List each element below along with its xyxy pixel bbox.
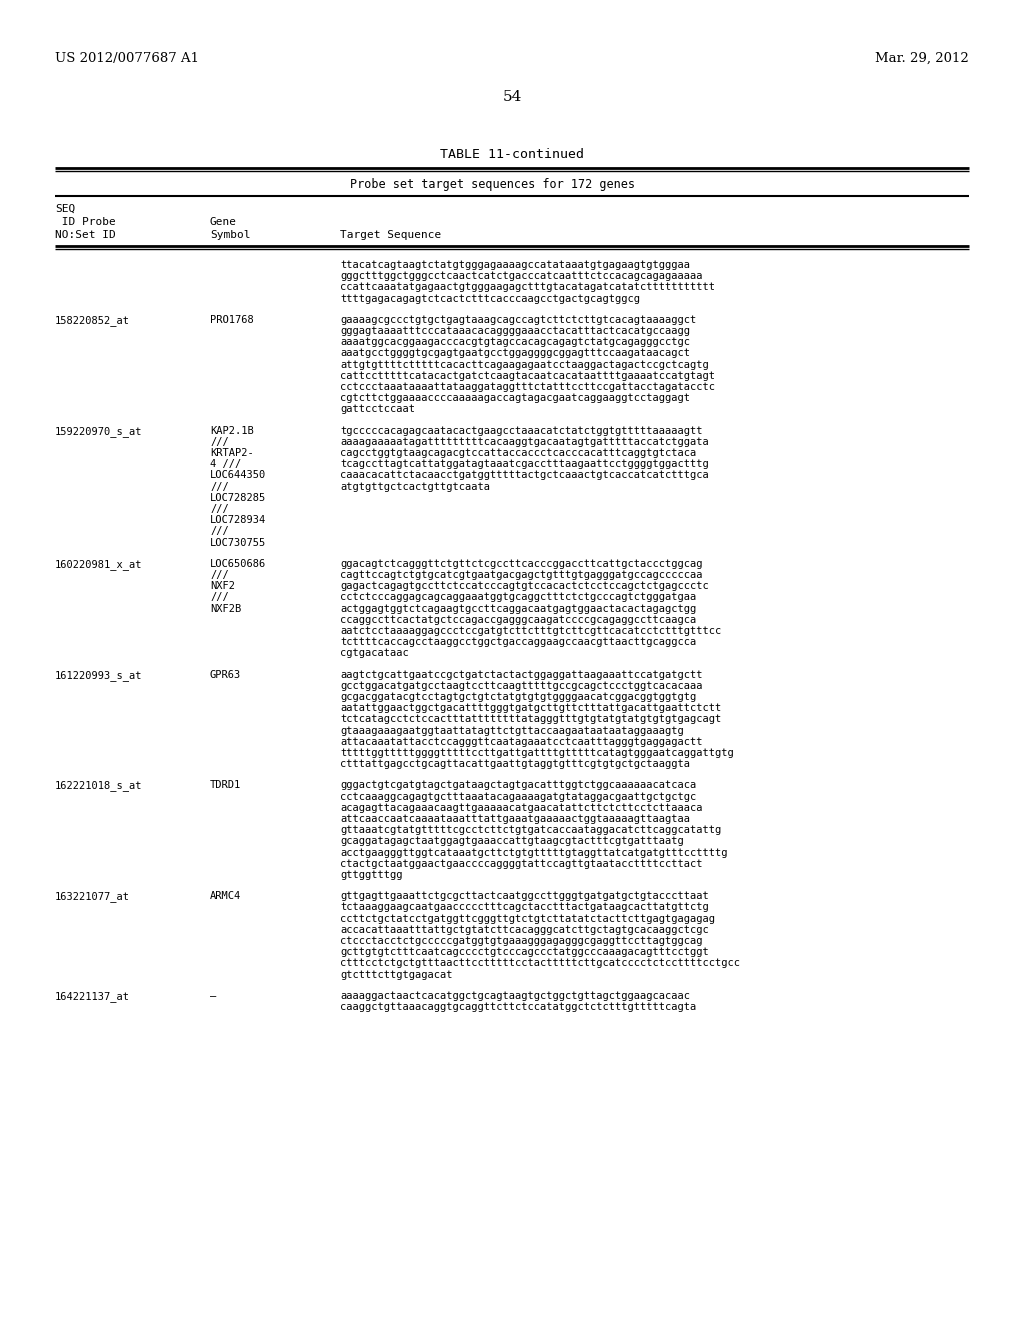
Text: tctaaaggaagcaatgaaccccctttcagctacctttactgataagcacttatgttctg: tctaaaggaagcaatgaaccccctttcagctacctttact… [340, 903, 709, 912]
Text: attgtgttttctttttcacacttcagaagagaatcctaaggactagactccgctcagtg: attgtgttttctttttcacacttcagaagagaatcctaag… [340, 359, 709, 370]
Text: US 2012/0077687 A1: US 2012/0077687 A1 [55, 51, 199, 65]
Text: aaaatggcacggaagacccacgtgtagccacagcagagtctatgcagagggcctgc: aaaatggcacggaagacccacgtgtagccacagcagagtc… [340, 337, 690, 347]
Text: Mar. 29, 2012: Mar. 29, 2012 [876, 51, 969, 65]
Text: attacaaatattacctccagggttcaatagaaatcctcaatttagggtgaggagactt: attacaaatattacctccagggttcaatagaaatcctcaa… [340, 737, 702, 747]
Text: ccaggccttcactatgctccagaccgagggcaagatccccgcagaggccttcaagca: ccaggccttcactatgctccagaccgagggcaagatcccc… [340, 615, 696, 624]
Text: NXF2B: NXF2B [210, 603, 242, 614]
Text: GPR63: GPR63 [210, 669, 242, 680]
Text: caaacacattctacaacctgatggtttttactgctcaaactgtcaccatcatctttgca: caaacacattctacaacctgatggtttttactgctcaaac… [340, 470, 709, 480]
Text: gggagtaaaatttcccataaacacaggggaaacctacatttactcacatgccaagg: gggagtaaaatttcccataaacacaggggaaacctacatt… [340, 326, 690, 337]
Text: 4 ///: 4 /// [210, 459, 242, 469]
Text: gtaaagaaagaatggtaattatagttctgttaccaagaataataataggaaagtg: gtaaagaaagaatggtaattatagttctgttaccaagaat… [340, 726, 684, 735]
Text: TDRD1: TDRD1 [210, 780, 242, 791]
Text: cctctcccaggagcagcaggaaatggtgcaggctttctctgcccagtctgggatgaa: cctctcccaggagcagcaggaaatggtgcaggctttctct… [340, 593, 696, 602]
Text: KRTAP2-: KRTAP2- [210, 447, 254, 458]
Text: ctactgctaatggaactgaaccccaggggtattccagttgtaataccttttccttact: ctactgctaatggaactgaaccccaggggtattccagttg… [340, 859, 702, 869]
Text: tgcccccacagagcaatacactgaagcctaaacatctatctggtgtttttaaaaagtt: tgcccccacagagcaatacactgaagcctaaacatctatc… [340, 425, 702, 436]
Text: 159220970_s_at: 159220970_s_at [55, 425, 142, 437]
Text: tctcatagcctctccactttattttttttatagggtttgtgtatgtatgtgtgtgagcagt: tctcatagcctctccactttattttttttatagggtttgt… [340, 714, 721, 725]
Text: ctttattgagcctgcagttacattgaattgtaggtgtttcgtgtgctgctaaggta: ctttattgagcctgcagttacattgaattgtaggtgtttc… [340, 759, 690, 770]
Text: cgtcttctggaaaaccccaaaaagaccagtagacgaatcaggaaggtcctaggagt: cgtcttctggaaaaccccaaaaagaccagtagacgaatca… [340, 393, 690, 403]
Text: tttttggtttttggggtttttccttgattgattttgtttttcatagtgggaatcaggattgtg: tttttggtttttggggtttttccttgattgattttgtttt… [340, 748, 734, 758]
Text: 160220981_x_at: 160220981_x_at [55, 558, 142, 570]
Text: ///: /// [210, 482, 228, 491]
Text: KAP2.1B: KAP2.1B [210, 425, 254, 436]
Text: ctccctacctctgcccccgatggtgtgaaagggagagggcgaggttccttagtggcag: ctccctacctctgcccccgatggtgtgaaagggagagggc… [340, 936, 702, 946]
Text: cattcctttttcatacactgatctcaagtacaatcacataattttgaaaatccatgtagt: cattcctttttcatacactgatctcaagtacaatcacata… [340, 371, 715, 380]
Text: LOC650686: LOC650686 [210, 558, 266, 569]
Text: ttttgagacagagtctcactctttcacccaagcctgactgcagtggcg: ttttgagacagagtctcactctttcacccaagcctgactg… [340, 293, 640, 304]
Text: aaaaggactaactcacatggctgcagtaagtgctggctgttagctggaagcacaac: aaaaggactaactcacatggctgcagtaagtgctggctgt… [340, 991, 690, 1001]
Text: TABLE 11-continued: TABLE 11-continued [440, 148, 584, 161]
Text: Gene: Gene [210, 216, 237, 227]
Text: cagcctggtgtaagcagacgtccattaccaccctcacccacatttcaggtgtctaca: cagcctggtgtaagcagacgtccattaccaccctcaccca… [340, 447, 696, 458]
Text: Probe set target sequences for 172 genes: Probe set target sequences for 172 genes [350, 178, 635, 191]
Text: PRO1768: PRO1768 [210, 314, 254, 325]
Text: NXF2: NXF2 [210, 581, 234, 591]
Text: gttaaatcgtatgtttttcgcctcttctgtgatcaccaataggacatcttcaggcatattg: gttaaatcgtatgtttttcgcctcttctgtgatcaccaat… [340, 825, 721, 836]
Text: ///: /// [210, 437, 228, 446]
Text: gggactgtcgatgtagctgataagctagtgacatttggtctggcaaaaaacatcaca: gggactgtcgatgtagctgataagctagtgacatttggtc… [340, 780, 696, 791]
Text: actggagtggtctcagaagtgccttcaggacaatgagtggaactacactagagctgg: actggagtggtctcagaagtgccttcaggacaatgagtgg… [340, 603, 696, 614]
Text: ///: /// [210, 504, 228, 513]
Text: tcagccttagtcattatggatagtaaatcgacctttaagaattcctggggtggactttg: tcagccttagtcattatggatagtaaatcgacctttaaga… [340, 459, 709, 469]
Text: tcttttcaccagcctaaggcctggctgaccaggaagccaacgttaacttgcaggcca: tcttttcaccagcctaaggcctggctgaccaggaagccaa… [340, 638, 696, 647]
Text: gggctttggctgggcctcaactcatctgacccatcaatttctccacagcagagaaaaa: gggctttggctgggcctcaactcatctgacccatcaattt… [340, 271, 702, 281]
Text: –: – [210, 991, 216, 1001]
Text: attcaaccaatcaaaataaatttattgaaatgaaaaactggtaaaaagttaagtaa: attcaaccaatcaaaataaatttattgaaatgaaaaactg… [340, 814, 690, 824]
Text: acagagttacagaaacaagttgaaaaacatgaacatattcttctcttcctcttaaaca: acagagttacagaaacaagttgaaaaacatgaacatattc… [340, 803, 702, 813]
Text: 162221018_s_at: 162221018_s_at [55, 780, 142, 791]
Text: gttggtttgg: gttggtttgg [340, 870, 402, 880]
Text: LOC644350: LOC644350 [210, 470, 266, 480]
Text: ///: /// [210, 527, 228, 536]
Text: ggacagtctcagggttctgttctcgccttcacccggaccttcattgctaccctggcag: ggacagtctcagggttctgttctcgccttcacccggacct… [340, 558, 702, 569]
Text: ID Probe: ID Probe [55, 216, 116, 227]
Text: LOC728285: LOC728285 [210, 492, 266, 503]
Text: SEQ: SEQ [55, 205, 75, 214]
Text: gaaaagcgccctgtgctgagtaaagcagccagtcttctcttgtcacagtaaaaggct: gaaaagcgccctgtgctgagtaaagcagccagtcttctct… [340, 314, 696, 325]
Text: gcctggacatgatgcctaagtccttcaagtttttgccgcagctccctggtcacacaaa: gcctggacatgatgcctaagtccttcaagtttttgccgca… [340, 681, 702, 690]
Text: LOC728934: LOC728934 [210, 515, 266, 525]
Text: ARMC4: ARMC4 [210, 891, 242, 902]
Text: gcttgtgtctttcaatcagcccctgtcccagccctatggcccaaagacagtttcctggt: gcttgtgtctttcaatcagcccctgtcccagccctatggc… [340, 948, 709, 957]
Text: gtctttcttgtgagacat: gtctttcttgtgagacat [340, 970, 453, 979]
Text: cagttccagtctgtgcatcgtgaatgacgagctgtttgtgagggatgccagcccccaa: cagttccagtctgtgcatcgtgaatgacgagctgtttgtg… [340, 570, 702, 579]
Text: ctttcctctgctgtttaacttcctttttcctactttttcttgcatcccctctccttttcctgcc: ctttcctctgctgtttaacttcctttttcctactttttct… [340, 958, 740, 969]
Text: NO:Set ID: NO:Set ID [55, 230, 116, 240]
Text: cgtgacataac: cgtgacataac [340, 648, 409, 659]
Text: Target Sequence: Target Sequence [340, 230, 441, 240]
Text: cctcaaaggcagagtgctttaaatacagaaaagatgtataggacgaattgctgctgc: cctcaaaggcagagtgctttaaatacagaaaagatgtata… [340, 792, 696, 801]
Text: gcaggatagagctaatggagtgaaaccattgtaagcgtactttcgtgatttaatg: gcaggatagagctaatggagtgaaaccattgtaagcgtac… [340, 837, 684, 846]
Text: 164221137_at: 164221137_at [55, 991, 130, 1002]
Text: atgtgttgctcactgttgtcaata: atgtgttgctcactgttgtcaata [340, 482, 490, 491]
Text: acctgaagggttggtcataaatgcttctgtgtttttgtaggttatcatgatgtttccttttg: acctgaagggttggtcataaatgcttctgtgtttttgtag… [340, 847, 727, 858]
Text: ttacatcagtaagtctatgtgggagaaaagccatataaatgtgagaagtgtgggaa: ttacatcagtaagtctatgtgggagaaaagccatataaat… [340, 260, 690, 271]
Text: gttgagttgaaattctgcgcttactcaatggccttgggtgatgatgctgtacccttaat: gttgagttgaaattctgcgcttactcaatggccttgggtg… [340, 891, 709, 902]
Text: cctccctaaataaaattataaggataggtttctatttccttccgattacctagatacctc: cctccctaaataaaattataaggataggtttctatttcct… [340, 381, 715, 392]
Text: aaaagaaaaatagatttttttttcacaaggtgacaatagtgatttttaccatctggata: aaaagaaaaatagatttttttttcacaaggtgacaatagt… [340, 437, 709, 446]
Text: 163221077_at: 163221077_at [55, 891, 130, 902]
Text: ///: /// [210, 570, 228, 579]
Text: LOC730755: LOC730755 [210, 537, 266, 548]
Text: caaggctgttaaacaggtgcaggttcttctccatatggctctctttgtttttcagta: caaggctgttaaacaggtgcaggttcttctccatatggct… [340, 1002, 696, 1012]
Text: ccttctgctatcctgatggttcgggttgtctgtcttatatctacttcttgagtgagagag: ccttctgctatcctgatggttcgggttgtctgtcttatat… [340, 913, 715, 924]
Text: gcgacggatacgtcctagtgctgtctatgtgtgtggggaacatcggacggtggtgtg: gcgacggatacgtcctagtgctgtctatgtgtgtggggaa… [340, 692, 696, 702]
Text: 158220852_at: 158220852_at [55, 314, 130, 326]
Text: ///: /// [210, 593, 228, 602]
Text: aagtctgcattgaatccgctgatctactactggaggattaagaaattccatgatgctt: aagtctgcattgaatccgctgatctactactggaggatta… [340, 669, 702, 680]
Text: gagactcagagtgccttctccatcccagtgtccacactctcctccagctctgagccctc: gagactcagagtgccttctccatcccagtgtccacactct… [340, 581, 709, 591]
Text: aatctcctaaaaggagccctccgatgtcttctttgtcttcgttcacatcctctttgtttcc: aatctcctaaaaggagccctccgatgtcttctttgtcttc… [340, 626, 721, 636]
Text: gattcctccaat: gattcctccaat [340, 404, 415, 414]
Text: aatattggaactggctgacattttgggtgatgcttgttctttattgacattgaattctctt: aatattggaactggctgacattttgggtgatgcttgttct… [340, 704, 721, 713]
Text: 54: 54 [503, 90, 521, 104]
Text: ccattcaaatatgagaactgtgggaagagctttgtacatagatcatatcttttttttttt: ccattcaaatatgagaactgtgggaagagctttgtacata… [340, 282, 715, 293]
Text: accacattaaatttattgctgtatcttcacagggcatcttgctagtgcacaaggctcgc: accacattaaatttattgctgtatcttcacagggcatctt… [340, 925, 709, 935]
Text: aaatgcctggggtgcgagtgaatgcctggaggggcggagtttccaagataacagct: aaatgcctggggtgcgagtgaatgcctggaggggcggagt… [340, 348, 690, 359]
Text: Symbol: Symbol [210, 230, 251, 240]
Text: 161220993_s_at: 161220993_s_at [55, 669, 142, 681]
